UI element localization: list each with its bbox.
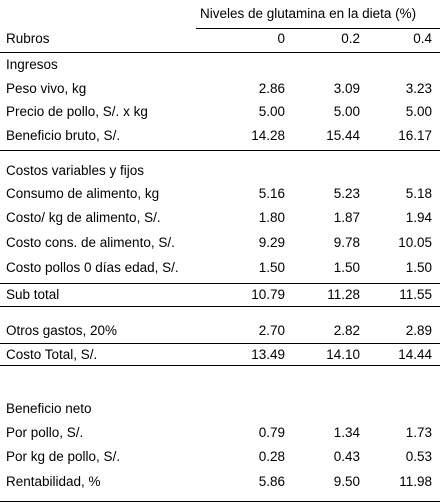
row-value-level-1: 11.28 — [327, 287, 360, 302]
row-label: Peso vivo, kg — [6, 81, 87, 96]
total-bottom-rule — [0, 365, 440, 366]
row-value-level-2: 5.00 — [405, 104, 432, 119]
row-value-level-1: 5.23 — [333, 186, 360, 201]
row-label: Por pollo, S/. — [6, 425, 84, 440]
row-label: Sub total — [6, 287, 60, 302]
row-value-level-2: 1.50 — [405, 260, 432, 275]
level-header-2: 0.4 — [413, 31, 432, 46]
row-label: Rentabilidad, % — [6, 474, 101, 489]
row-value-level-0: 0.28 — [258, 449, 285, 464]
header-subrule — [196, 28, 440, 29]
row-value-level-2: 5.18 — [405, 186, 432, 201]
subtotal-bottom-rule — [0, 306, 440, 307]
row-value-level-1: 0.43 — [333, 449, 360, 464]
subtotal-top-rule — [0, 283, 440, 284]
row-label: Costo cons. de alimento, S/. — [6, 235, 175, 250]
row-label: Costo pollos 0 días edad, S/. — [6, 260, 179, 275]
row-value-level-0: 9.29 — [258, 235, 285, 250]
row-value-level-2: 10.05 — [398, 235, 432, 250]
row-value-level-1: 3.09 — [333, 81, 360, 96]
row-value-level-0: 10.79 — [251, 287, 285, 302]
row-value-level-1: 15.44 — [326, 128, 360, 143]
row-value-level-2: 14.44 — [398, 347, 432, 362]
row-label: Por kg de pollo, S/. — [6, 449, 121, 464]
row-label: Beneficio bruto, S/. — [6, 128, 121, 143]
row-value-level-0: 2.70 — [258, 323, 285, 338]
row-label: Beneficio neto — [6, 401, 92, 416]
row-value-level-2: 2.89 — [405, 323, 432, 338]
level-header-1: 0.2 — [341, 31, 360, 46]
row-value-level-1: 1.87 — [333, 210, 360, 225]
row-value-level-0: 5.00 — [258, 104, 285, 119]
row-value-level-0: 14.28 — [251, 128, 285, 143]
row-value-level-0: 0.79 — [258, 425, 285, 440]
row-value-level-1: 9.50 — [333, 474, 360, 489]
row-value-level-1: 1.50 — [333, 260, 360, 275]
row-value-level-0: 2.86 — [258, 81, 285, 96]
row-value-level-0: 5.16 — [258, 186, 285, 201]
row-value-level-2: 11.55 — [399, 287, 432, 302]
row-label: Costo/ kg de alimento, S/. — [6, 210, 161, 225]
row-value-level-2: 11.98 — [399, 474, 432, 489]
row-value-level-1: 1.34 — [333, 425, 360, 440]
row-label: Costo Total, S/. — [6, 347, 98, 362]
row-value-level-2: 1.94 — [405, 210, 432, 225]
level-header-0: 0 — [277, 31, 285, 46]
row-value-level-0: 1.80 — [258, 210, 285, 225]
total-top-rule — [0, 343, 440, 344]
row-value-level-1: 5.00 — [333, 104, 360, 119]
row-label: Otros gastos, 20% — [6, 323, 118, 338]
row-value-level-1: 9.78 — [333, 235, 360, 250]
row-value-level-0: 13.49 — [251, 347, 285, 362]
row-label: Precio de pollo, S/. x kg — [6, 104, 148, 119]
row-value-level-1: 2.82 — [333, 323, 360, 338]
row-value-level-1: 14.10 — [326, 347, 360, 362]
row-value-level-0: 5.86 — [258, 474, 285, 489]
row-value-level-2: 1.73 — [405, 425, 432, 440]
header-bottom-rule — [0, 52, 440, 53]
row-value-level-2: 0.53 — [405, 449, 432, 464]
section-rule-ingresos — [0, 150, 440, 151]
row-value-level-0: 1.50 — [258, 260, 285, 275]
row-label: Consumo de alimento, kg — [6, 186, 160, 201]
row-value-level-2: 16.17 — [398, 128, 432, 143]
rubros-header: Rubros — [6, 31, 50, 46]
table-bottom-rule — [0, 501, 440, 502]
row-label: Ingresos — [6, 57, 58, 72]
row-label: Costos variables y fijos — [6, 163, 145, 178]
column-group-title: Niveles de glutamina en la dieta (%) — [200, 6, 417, 21]
row-value-level-2: 3.23 — [405, 81, 432, 96]
